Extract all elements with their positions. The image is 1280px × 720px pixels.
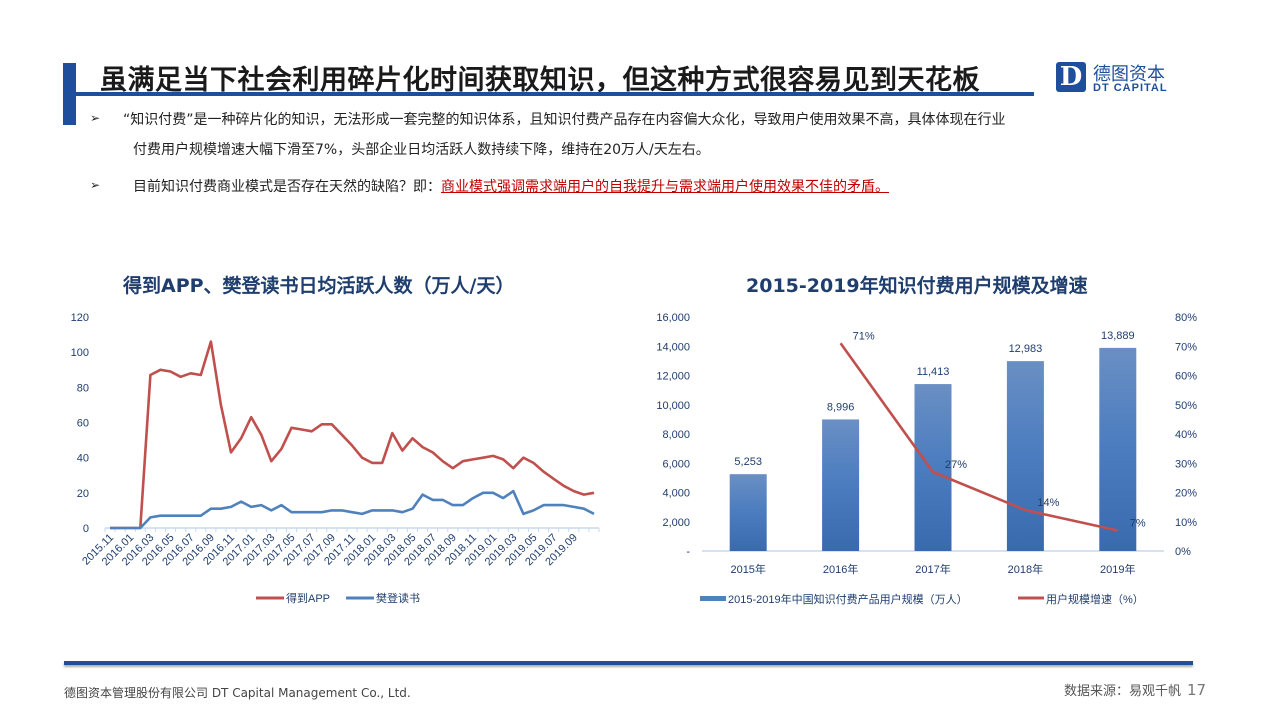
company-logo: D 德图资本 DT CAPITAL <box>1056 60 1196 96</box>
y-tick-label: 2,000 <box>662 517 690 529</box>
line-data-label: 14% <box>1037 497 1059 509</box>
y2-tick-label: 0% <box>1175 546 1191 558</box>
bar-data-label: 12,983 <box>1009 343 1043 355</box>
data-source: 数据来源：易观千帆 <box>1064 684 1182 699</box>
bullet-2: 目前知识付费商业模式是否存在天然的缺陷？即：商业模式强调需求端用户的自我提升与需… <box>133 176 889 196</box>
legend-label: 用户规模增速（%） <box>1046 592 1144 606</box>
bar <box>1006 361 1044 551</box>
dau-line-chart: 0204060801001202015.112016.012016.032016… <box>71 312 600 605</box>
series-line-dedao <box>110 340 595 530</box>
arrow-bullet-icon: ➢ <box>90 178 101 192</box>
y-tick-label: 16,000 <box>656 312 690 324</box>
y-tick-label: 100 <box>71 347 89 359</box>
right-chart-title: 2015-2019年知识付费用户规模及增速 <box>746 275 1088 297</box>
y-tick-label: 10,000 <box>656 400 690 412</box>
bullet-1-line-1: “知识付费”是一种碎片化的知识，无法形成一套完整的知识体系，且知识付费产品存在内… <box>123 112 1006 128</box>
y-tick-label: - <box>686 546 690 558</box>
bar <box>1099 347 1137 551</box>
title-underline <box>76 92 1034 96</box>
bar-data-label: 13,889 <box>1101 330 1135 342</box>
bar-data-label: 8,996 <box>827 401 855 413</box>
bullet-1-line-2: 付费用户规模增速大幅下滑至7%，头部企业日均活跃人数持续下降，维持在20万人/天… <box>133 142 710 158</box>
footer-rule <box>64 661 1193 665</box>
x-tick-label: 2018年 <box>1008 562 1043 576</box>
y2-tick-label: 10% <box>1175 517 1197 529</box>
y-tick-label: 0 <box>83 523 89 535</box>
footer-source: 数据来源：易观千帆 17 <box>1064 680 1206 699</box>
y2-tick-label: 20% <box>1175 488 1197 500</box>
bar <box>822 419 860 551</box>
y-tick-label: 20 <box>77 488 89 500</box>
y-tick-label: 120 <box>71 312 89 324</box>
bar-data-label: 5,253 <box>734 456 762 468</box>
page-title: 虽满足当下社会利用碎片化时间获取知识，但这种方式很容易见到天花板 <box>100 65 980 96</box>
line-data-label: 7% <box>1130 518 1146 530</box>
y2-tick-label: 50% <box>1175 400 1197 412</box>
bullet-2-question: 目前知识付费商业模式是否存在天然的缺陷？即： <box>133 179 441 195</box>
y2-tick-label: 70% <box>1175 341 1197 353</box>
y-tick-label: 80 <box>77 382 89 394</box>
x-tick-label: 2019年 <box>1100 562 1135 576</box>
title-accent-bar <box>63 63 76 125</box>
y-tick-label: 6,000 <box>662 458 690 470</box>
y2-tick-label: 40% <box>1175 429 1197 441</box>
series-line-fandeng <box>110 489 595 530</box>
arrow-bullet-icon: ➢ <box>90 111 101 125</box>
y-tick-label: 40 <box>77 453 89 465</box>
line-data-label: 71% <box>853 330 875 342</box>
x-tick-label: 2016年 <box>823 562 858 576</box>
y-tick-label: 4,000 <box>662 488 690 500</box>
user-scale-combo-chart: - 2,000 4,000 6,000 8,000 10,000 12,000 14,000 1… <box>656 312 1197 606</box>
logo-d-icon: D <box>1056 62 1086 92</box>
logo-english-name: DT CAPITAL <box>1093 82 1168 94</box>
y-tick-label: 12,000 <box>656 371 690 383</box>
y2-tick-label: 80% <box>1175 312 1197 324</box>
y2-tick-label: 30% <box>1175 458 1197 470</box>
y-tick-label: 14,000 <box>656 341 690 353</box>
y2-tick-label: 60% <box>1175 371 1197 383</box>
growth-rate-line <box>839 342 1119 532</box>
bar <box>914 384 952 551</box>
line-data-label: 27% <box>945 459 967 471</box>
legend-label: 得到APP <box>286 592 330 605</box>
bar <box>729 474 767 551</box>
footer-company: 德图资本管理股份有限公司 DT Capital Management Co., … <box>64 686 411 700</box>
page-number: 17 <box>1187 681 1207 699</box>
legend-label: 樊登读书 <box>376 591 420 605</box>
left-chart-title: 得到APP、樊登读书日均活跃人数（万人/天） <box>123 275 515 297</box>
bar-data-label: 11,413 <box>917 366 950 378</box>
bullet-2-highlight: 商业模式强调需求端用户的自我提升与需求端用户使用效果不佳的矛盾。 <box>441 179 889 195</box>
x-tick-label: 2015年 <box>730 562 765 576</box>
y-tick-label: 60 <box>77 418 89 430</box>
x-tick-label: 2017年 <box>915 562 950 576</box>
y-tick-label: 8,000 <box>662 429 690 441</box>
logo-chinese-name: 德图资本 <box>1093 64 1165 85</box>
legend-label: 2015-2019年中国知识付费产品用户规模（万人） <box>728 592 968 606</box>
legend-swatch <box>700 596 726 601</box>
